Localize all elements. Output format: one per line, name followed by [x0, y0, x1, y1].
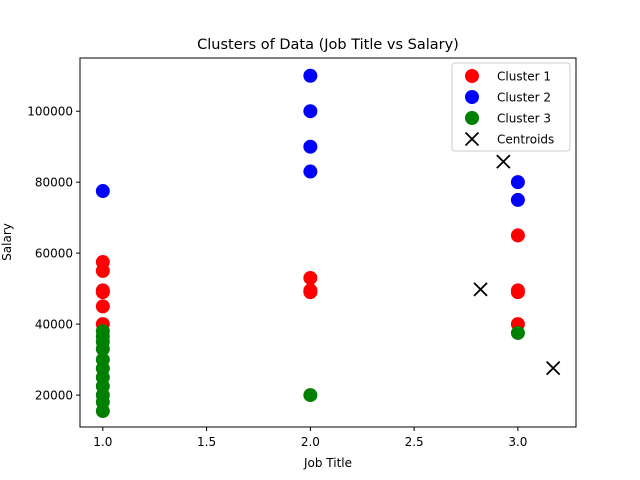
legend-marker: [465, 90, 479, 104]
x-tick-label: 1.5: [197, 435, 216, 449]
legend-marker: [464, 131, 480, 147]
centroids-marker: [546, 360, 561, 376]
cluster-3-point: [510, 325, 525, 340]
plot-layer: [95, 68, 561, 419]
cluster-1-point: [95, 299, 110, 314]
cluster-2-point: [95, 184, 110, 199]
x-tick-label: 3.0: [508, 435, 527, 449]
x-axis: 1.0 1.5 2.0 2.5 3.0: [93, 427, 527, 449]
y-tick-label: 80000: [35, 176, 73, 190]
x-axis-label: Job Title: [303, 456, 352, 470]
x-tick-label: 1.0: [93, 435, 112, 449]
centroids-marker: [473, 282, 488, 297]
legend-label: Centroids: [497, 133, 554, 147]
y-axis-label: Salary: [0, 223, 14, 261]
cluster-2-point: [303, 164, 318, 179]
cluster-3-point: [303, 388, 318, 403]
cluster-2-point: [303, 68, 318, 83]
cluster-3-point: [95, 341, 110, 356]
centroids-marker: [496, 154, 511, 169]
legend-label: Cluster 2: [497, 91, 551, 105]
cluster-1-point: [510, 285, 525, 300]
cluster-1-point: [303, 270, 318, 285]
chart-title: Clusters of Data (Job Title vs Salary): [197, 37, 459, 53]
x-tick-label: 2.0: [301, 435, 320, 449]
y-tick-label: 60000: [35, 247, 73, 261]
y-tick-label: 40000: [35, 318, 73, 332]
cluster-2-point: [303, 104, 318, 119]
cluster-1-point: [95, 285, 110, 300]
legend-marker: [465, 111, 479, 125]
legend: Cluster 1 Cluster 2 Cluster 3 Centroids: [451, 62, 571, 152]
legend-marker: [465, 69, 479, 83]
cluster-2-point: [510, 175, 525, 190]
legend-label: Cluster 3: [497, 112, 551, 126]
cluster-2-point: [510, 192, 525, 207]
cluster-1-point: [95, 263, 110, 278]
y-tick-label: 100000: [27, 105, 73, 119]
cluster-1-point: [303, 285, 318, 300]
y-tick-label: 20000: [35, 389, 73, 403]
legend-label: Cluster 1: [497, 70, 551, 84]
cluster-3-point: [95, 404, 110, 419]
plot-frame: [79, 57, 577, 428]
legend-box: [451, 62, 571, 152]
y-axis: 20000 40000 60000 80000 100000: [27, 105, 80, 403]
cluster-2-point: [303, 139, 318, 154]
cluster-1-point: [510, 228, 525, 243]
x-tick-label: 2.5: [405, 435, 424, 449]
